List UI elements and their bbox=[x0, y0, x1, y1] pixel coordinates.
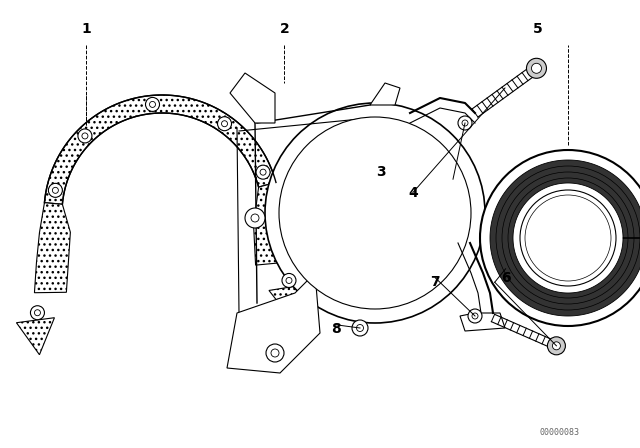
Circle shape bbox=[271, 349, 279, 357]
Circle shape bbox=[356, 324, 364, 332]
Circle shape bbox=[31, 306, 44, 320]
Circle shape bbox=[527, 58, 547, 78]
Circle shape bbox=[472, 313, 478, 319]
Circle shape bbox=[547, 337, 565, 355]
Circle shape bbox=[286, 277, 292, 284]
Polygon shape bbox=[44, 95, 276, 204]
Circle shape bbox=[525, 195, 611, 281]
Circle shape bbox=[245, 208, 265, 228]
Circle shape bbox=[531, 63, 541, 73]
Circle shape bbox=[218, 117, 232, 131]
Text: 7: 7 bbox=[430, 275, 440, 289]
Circle shape bbox=[145, 97, 159, 112]
Polygon shape bbox=[460, 313, 505, 331]
Circle shape bbox=[221, 121, 227, 127]
Circle shape bbox=[260, 169, 266, 175]
Circle shape bbox=[552, 342, 561, 350]
Text: 3: 3 bbox=[376, 165, 386, 180]
Text: 6: 6 bbox=[500, 271, 511, 285]
Polygon shape bbox=[269, 284, 306, 323]
Circle shape bbox=[480, 150, 640, 326]
Circle shape bbox=[49, 183, 62, 197]
Polygon shape bbox=[227, 273, 320, 373]
Text: 2: 2 bbox=[280, 22, 290, 36]
Circle shape bbox=[458, 116, 472, 130]
Circle shape bbox=[251, 214, 259, 222]
Circle shape bbox=[520, 190, 616, 286]
Text: 5: 5 bbox=[532, 22, 543, 36]
Polygon shape bbox=[17, 318, 54, 355]
Polygon shape bbox=[370, 83, 400, 105]
Polygon shape bbox=[230, 73, 275, 123]
Circle shape bbox=[279, 117, 471, 309]
Circle shape bbox=[82, 133, 88, 139]
Text: 8: 8 bbox=[331, 322, 341, 336]
Text: 4: 4 bbox=[408, 185, 418, 200]
Text: 1: 1 bbox=[81, 22, 92, 36]
Circle shape bbox=[78, 129, 92, 143]
Circle shape bbox=[468, 309, 482, 323]
Circle shape bbox=[35, 310, 40, 316]
Circle shape bbox=[150, 101, 156, 108]
Circle shape bbox=[352, 320, 368, 336]
Polygon shape bbox=[490, 160, 640, 316]
Circle shape bbox=[256, 165, 270, 179]
Text: 00000083: 00000083 bbox=[540, 428, 580, 437]
Circle shape bbox=[266, 344, 284, 362]
Circle shape bbox=[52, 187, 58, 194]
Circle shape bbox=[462, 120, 468, 126]
Polygon shape bbox=[35, 202, 70, 293]
Polygon shape bbox=[253, 182, 284, 265]
Circle shape bbox=[265, 103, 485, 323]
Circle shape bbox=[282, 273, 296, 288]
